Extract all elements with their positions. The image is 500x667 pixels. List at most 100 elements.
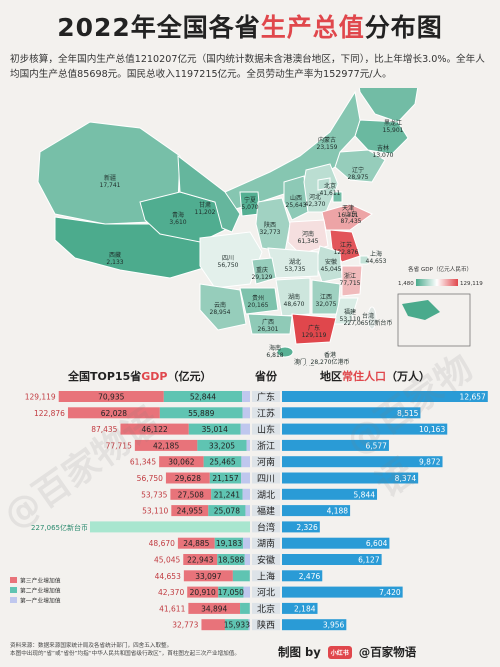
region-value-label: 61,345 [298,238,319,245]
chart-row-湖北: 湖北 27,508 21,241 53,735 5,844 [141,488,378,501]
gdp-total-label: 87,435 [91,425,117,434]
region-name-label: 广东 [308,324,320,332]
legend-swatch [10,577,17,583]
chart-row-四川: 四川 29,628 21,157 56,750 8,374 [137,472,419,485]
region-value-label: 2,133 [106,259,123,266]
tertiary-bar [67,407,160,419]
region-name-label: 浙江 [344,272,356,280]
region-贵州 [239,287,279,315]
tertiary-value-label: 46,122 [142,425,168,434]
region-山西 [283,175,309,221]
chart-row-山东: 山东 46,122 35,014 87,435 10,163 [91,423,448,436]
secondary-value-label: 33,205 [209,441,235,450]
province-label: 江苏 [257,407,275,419]
region-北京 [317,177,331,191]
gdp-total-label: 44,653 [155,572,181,581]
tertiary-bar [187,586,219,598]
tertiary-value-label: 30,062 [168,458,194,467]
region-value-label: 42,370 [305,201,326,208]
chart-row-上海: 上海 33,097 44,653 2,476 [155,570,323,582]
region-value-label: 56,750 [218,262,239,269]
region-四川 [199,231,263,289]
secondary-bar [214,537,244,549]
region-value-label: 45,045 [321,266,342,273]
region-value-label: 53,110 [340,316,361,323]
province-label: 四川 [257,475,275,485]
chart-row-湖南: 湖南 24,885 19,183 48,670 6,604 [149,537,390,550]
region-重庆 [251,257,277,285]
population-bar [282,407,421,419]
population-value-label: 2,326 [296,523,318,532]
primary-bar [241,472,250,484]
province-label: 北京 [257,603,275,615]
population-bar [282,456,443,468]
population-bar [282,505,351,517]
region-value-label: 23,159 [317,144,338,151]
region-value-label: 6,818 [266,352,283,359]
population-value-label: 4,188 [327,507,349,516]
province-label-bg [252,619,280,631]
tertiary-value-label: 22,943 [187,556,213,565]
region-name-label: 西藏 [109,251,121,259]
gdp-total-label: 48,670 [149,539,175,548]
tertiary-bar [188,602,241,614]
region-value-label: 41,611 [320,190,341,197]
tertiary-bar [183,554,218,565]
region-value-label: 25,643 [286,202,307,209]
province-label: 上海 [257,570,275,582]
province-label-bg [252,391,280,402]
province-label: 湖南 [257,538,275,550]
population-bar [282,602,318,614]
region-name-label: 河北 [309,193,321,201]
province-label-bg [252,602,280,614]
province-label-bg [252,407,280,419]
region-湖南 [275,277,311,317]
tertiary-bar [159,456,204,468]
tertiary-value-label: 24,955 [177,507,203,516]
primary-bar [242,407,250,419]
tertiary-bar [165,472,210,484]
gdp-total-label: 45,045 [154,556,180,565]
secondary-value-label: 21,157 [212,474,238,483]
chart-headers: 全国TOP15省GDP（亿元） 省份 地区常住人口（万人） [67,369,430,383]
region-name-label: 黑龙江 [384,119,402,127]
region-value-label: 11,202 [195,209,216,216]
footer-credit: 制图 by 小红书 @百家物语 [278,644,416,660]
region-name-label: 青海 [172,211,184,219]
secondary-bar [217,554,245,565]
legend-label: 第一产业增加值 [20,597,61,605]
note-line-1: 资料来源：数据来源国家统计局及各省统计部门，四舍五入取整。 [10,643,173,649]
province-label-bg [252,488,280,500]
primary-bar [242,391,250,402]
tertiary-bar [201,619,226,631]
primary-bar [240,423,250,435]
chart-row-河北: 河北 20,910 17,050 42,370 7,420 [158,586,403,599]
primary-bar [242,488,250,500]
population-bar [282,586,403,598]
gdp-total-label: 227,065亿新台币 [31,523,88,532]
secondary-bar [163,391,243,402]
secondary-value-label: 25,465 [209,458,235,467]
region-name-label: 湖南 [288,293,300,301]
province-label-bg [252,554,280,565]
region-name-label: 河南 [302,230,314,238]
region-value-label: 16,311 [338,212,359,219]
tertiary-bar [120,423,189,435]
province-label-bg [252,586,280,598]
province-label: 河北 [257,587,275,599]
secondary-value-label: 17,050 [218,588,244,597]
region-value-label: 13,070 [373,152,394,159]
primary-bar [246,439,250,451]
population-bar [282,537,390,549]
population-value-label: 2,184 [294,604,316,613]
secondary-bar [240,602,250,614]
tertiary-value-label: 20,910 [190,588,216,597]
region-name-label: 甘肃 [199,201,211,209]
secondary-value-label: 19,183 [216,539,242,548]
region-value-label: 32,075 [316,301,337,308]
population-value-label: 8,515 [397,409,419,418]
population-value-label: 7,420 [379,588,401,597]
gdp-total-label: 77,715 [106,441,132,450]
region-name-label: 内蒙古 [318,136,336,144]
